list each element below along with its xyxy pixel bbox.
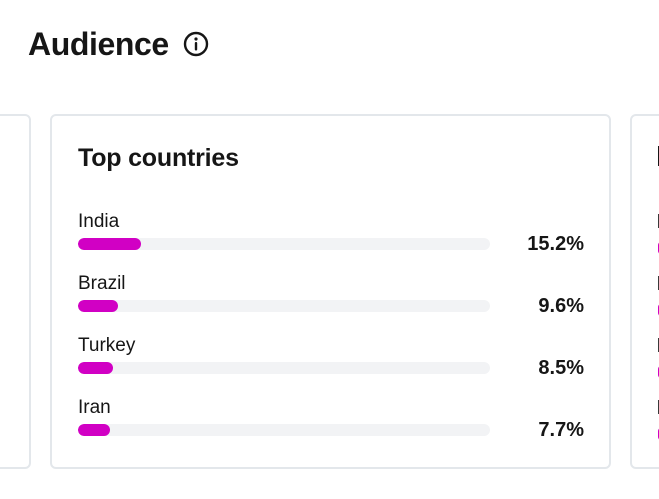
progress-track	[78, 300, 490, 312]
country-row: India 15.2%	[78, 210, 584, 260]
card-title: Top countries	[78, 144, 239, 172]
previous-card[interactable]	[0, 114, 31, 469]
progress-fill	[78, 424, 110, 436]
progress-track	[78, 238, 490, 250]
country-label: India	[78, 211, 120, 232]
country-percentage: 15.2%	[527, 233, 584, 255]
country-percentage: 7.7%	[538, 419, 584, 441]
progress-fill	[78, 238, 141, 250]
country-row: Turkey 8.5%	[78, 334, 584, 384]
progress-fill	[78, 300, 118, 312]
country-percentage: 9.6%	[538, 295, 584, 317]
country-row: Brazil 9.6%	[78, 272, 584, 322]
info-icon[interactable]	[183, 31, 209, 57]
next-card[interactable]	[630, 114, 659, 469]
progress-track	[78, 424, 490, 436]
country-label: Brazil	[78, 273, 126, 294]
country-row: Iran 7.7%	[78, 396, 584, 446]
audience-header: Audience	[28, 22, 209, 66]
top-countries-card: Top countries India 15.2% Brazil 9.6% Tu…	[50, 114, 611, 469]
country-label: Iran	[78, 397, 111, 418]
country-label: Turkey	[78, 335, 136, 356]
country-percentage: 8.5%	[538, 357, 584, 379]
progress-fill	[78, 362, 113, 374]
page-title: Audience	[28, 26, 169, 62]
progress-track	[78, 362, 490, 374]
